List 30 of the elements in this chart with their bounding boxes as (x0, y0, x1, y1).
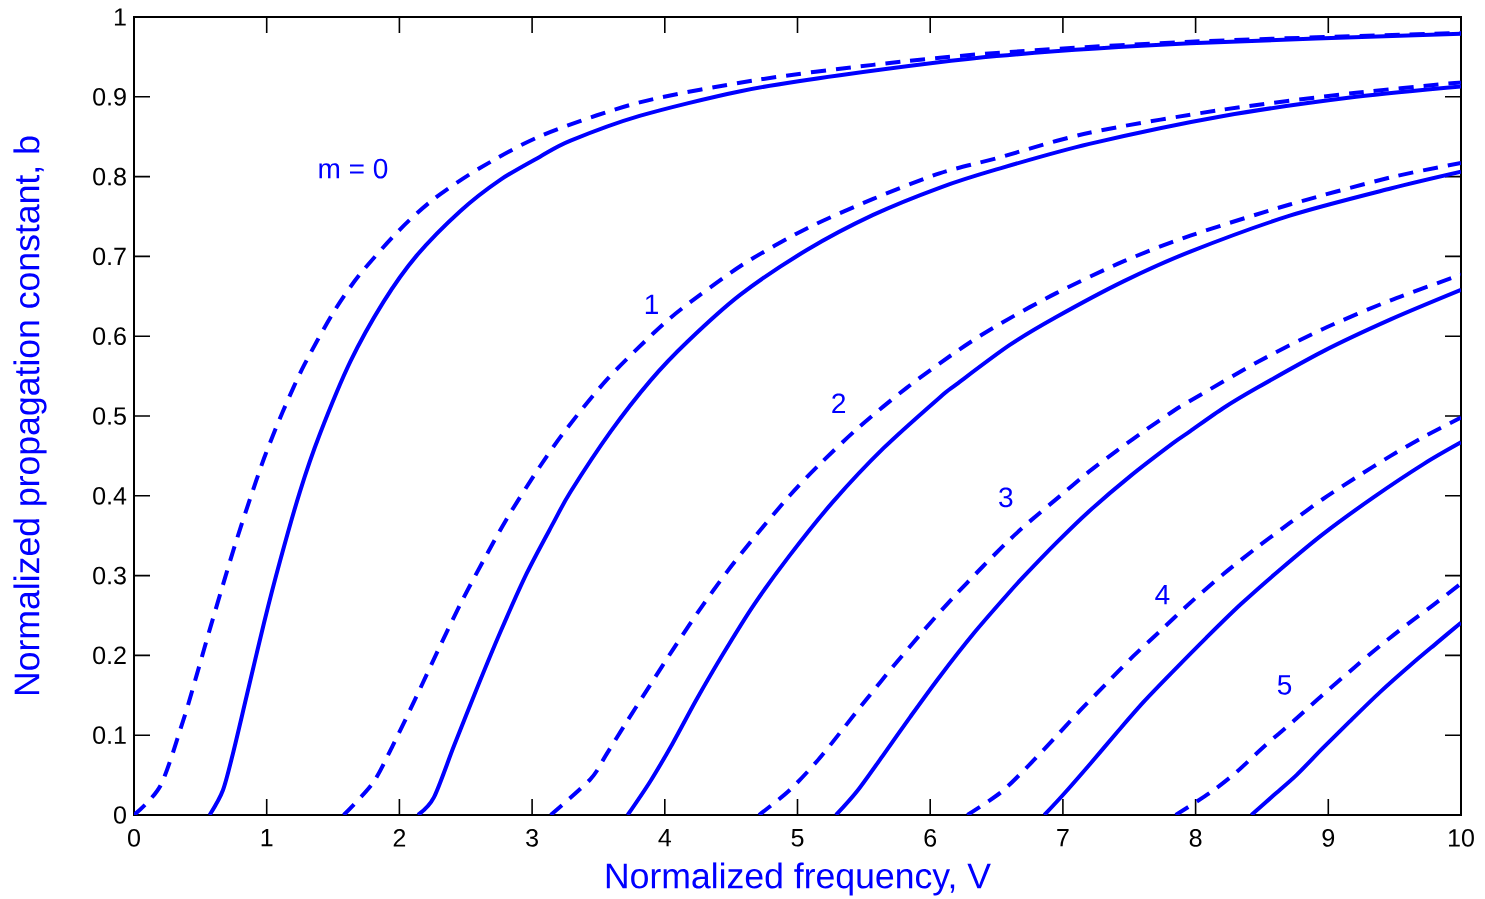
x-tick-label: 4 (658, 829, 672, 847)
y-tick-label: 0.8 (93, 167, 126, 186)
y-axis-title: Normalized propagation constant, b (13, 136, 47, 695)
y-tick-label: 0 (114, 806, 126, 824)
annotation: 4 (1155, 585, 1170, 605)
x-tick-label: 6 (924, 829, 937, 847)
annotation: 1 (645, 294, 658, 314)
x-tick-label: 1 (261, 829, 273, 847)
y-tick-label: 0.6 (93, 327, 126, 346)
y-tick-label: 0.4 (93, 486, 127, 505)
x-tick-label: 5 (791, 829, 804, 847)
annotation: m = 0 (319, 158, 388, 179)
annotation: 3 (999, 487, 1013, 508)
y-tick-label: 0.9 (93, 87, 126, 106)
x-axis-title: Normalized frequency, V (606, 862, 991, 896)
x-tick-label: 8 (1189, 829, 1202, 847)
y-tick-label: 1 (114, 8, 126, 26)
annotation: 2 (832, 393, 846, 413)
y-tick-label: 0.5 (93, 407, 126, 425)
annotation: 5 (1277, 675, 1292, 695)
x-tick-label: 10 (1449, 829, 1474, 847)
x-tick-label: 7 (1057, 829, 1069, 847)
y-tick-label: 0.7 (93, 247, 126, 266)
y-tick-label: 0.2 (93, 646, 126, 665)
x-tick-label: 2 (393, 829, 406, 847)
x-tick-label: 0 (128, 829, 140, 847)
y-tick-label: 0.3 (93, 566, 126, 585)
y-tick-label: 0.1 (93, 726, 126, 745)
x-tick-label: 9 (1322, 829, 1335, 847)
x-tick-label: 3 (526, 829, 538, 847)
